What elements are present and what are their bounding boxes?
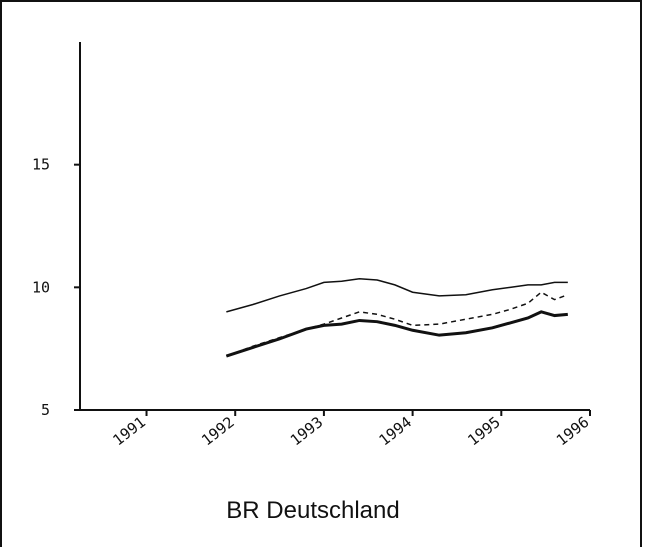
chart-title: BR Deutschland	[226, 497, 399, 524]
x-tick-label: 1991	[109, 413, 149, 449]
y-tick-label: 10	[32, 278, 50, 296]
y-tick-label: 15	[32, 156, 50, 174]
y-tick-label: 5	[41, 401, 50, 419]
x-tick-label: 1996	[553, 413, 593, 449]
x-tick-label: 1994	[376, 413, 416, 449]
x-tick-label: 1993	[287, 413, 327, 449]
line-series	[225, 310, 568, 358]
line-series	[226, 291, 569, 357]
x-tick-label: 1995	[464, 413, 504, 449]
x-tick-label: 1992	[198, 413, 238, 449]
line-series	[226, 277, 568, 313]
